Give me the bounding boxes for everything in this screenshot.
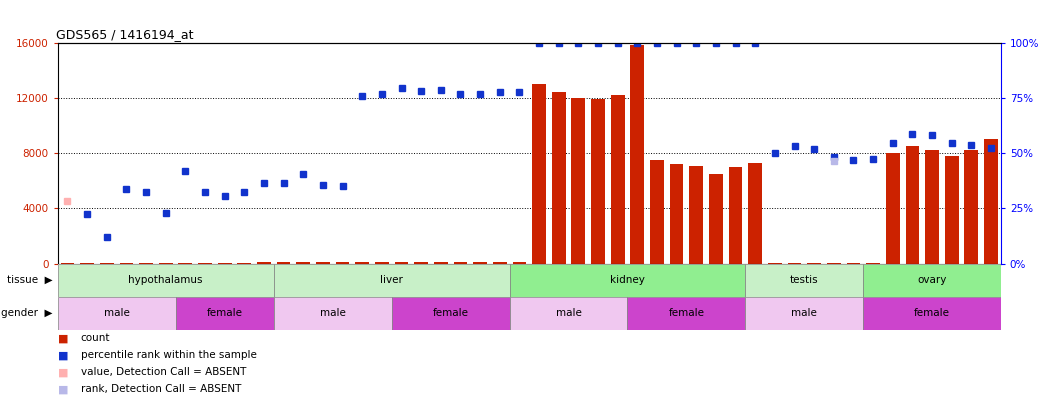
Bar: [316, 262, 330, 264]
Bar: [395, 262, 409, 264]
Bar: [867, 262, 880, 264]
Bar: [512, 262, 526, 264]
Bar: [847, 263, 860, 264]
Bar: [454, 262, 467, 264]
Text: tissue  ▶: tissue ▶: [6, 275, 52, 285]
Bar: [905, 146, 919, 264]
Text: hypothalamus: hypothalamus: [129, 275, 203, 285]
Text: liver: liver: [380, 275, 403, 285]
Bar: [611, 95, 625, 264]
Text: male: male: [555, 309, 582, 318]
Text: male: male: [320, 309, 346, 318]
Text: percentile rank within the sample: percentile rank within the sample: [81, 350, 257, 360]
Bar: [58, 297, 175, 330]
Bar: [864, 264, 1001, 297]
Text: ■: ■: [58, 333, 68, 343]
Bar: [81, 263, 94, 264]
Bar: [807, 262, 821, 264]
Bar: [532, 84, 546, 264]
Bar: [434, 262, 447, 264]
Bar: [274, 264, 509, 297]
Bar: [175, 297, 274, 330]
Bar: [984, 139, 998, 264]
Text: female: female: [206, 309, 243, 318]
Bar: [238, 262, 252, 264]
Bar: [198, 263, 212, 264]
Bar: [628, 297, 745, 330]
Bar: [864, 297, 1001, 330]
Bar: [297, 262, 310, 264]
Bar: [100, 263, 113, 264]
Bar: [788, 262, 802, 264]
Bar: [335, 262, 349, 264]
Bar: [571, 98, 585, 264]
Bar: [159, 263, 173, 264]
Bar: [257, 262, 270, 264]
Bar: [768, 263, 782, 264]
Text: count: count: [81, 333, 110, 343]
Bar: [709, 174, 723, 264]
Bar: [119, 263, 133, 264]
Text: gender  ▶: gender ▶: [1, 309, 52, 318]
Bar: [945, 156, 959, 264]
Bar: [827, 263, 840, 264]
Bar: [509, 264, 745, 297]
Bar: [218, 263, 232, 264]
Bar: [728, 167, 742, 264]
Bar: [886, 153, 899, 264]
Bar: [277, 262, 290, 264]
Bar: [552, 92, 566, 264]
Bar: [591, 99, 605, 264]
Bar: [745, 264, 864, 297]
Text: rank, Detection Call = ABSENT: rank, Detection Call = ABSENT: [81, 384, 241, 394]
Bar: [375, 262, 389, 264]
Text: kidney: kidney: [610, 275, 645, 285]
Bar: [178, 263, 192, 264]
Text: ■: ■: [58, 384, 68, 394]
Bar: [748, 163, 762, 264]
Text: value, Detection Call = ABSENT: value, Detection Call = ABSENT: [81, 367, 246, 377]
Bar: [631, 45, 645, 264]
Bar: [274, 297, 392, 330]
Bar: [650, 160, 663, 264]
Text: male: male: [104, 309, 130, 318]
Bar: [745, 297, 864, 330]
Text: ■: ■: [58, 367, 68, 377]
Bar: [392, 297, 509, 330]
Text: female: female: [669, 309, 704, 318]
Bar: [474, 262, 487, 264]
Bar: [690, 166, 703, 264]
Bar: [414, 262, 428, 264]
Text: ■: ■: [58, 350, 68, 360]
Bar: [58, 264, 274, 297]
Bar: [139, 263, 153, 264]
Text: testis: testis: [790, 275, 818, 285]
Bar: [493, 262, 506, 264]
Bar: [509, 297, 628, 330]
Bar: [355, 262, 369, 264]
Bar: [61, 263, 74, 264]
Bar: [964, 150, 978, 264]
Text: female: female: [914, 309, 951, 318]
Bar: [670, 164, 683, 264]
Text: male: male: [791, 309, 817, 318]
Text: GDS565 / 1416194_at: GDS565 / 1416194_at: [56, 28, 193, 41]
Text: female: female: [433, 309, 468, 318]
Bar: [925, 150, 939, 264]
Text: ovary: ovary: [917, 275, 946, 285]
